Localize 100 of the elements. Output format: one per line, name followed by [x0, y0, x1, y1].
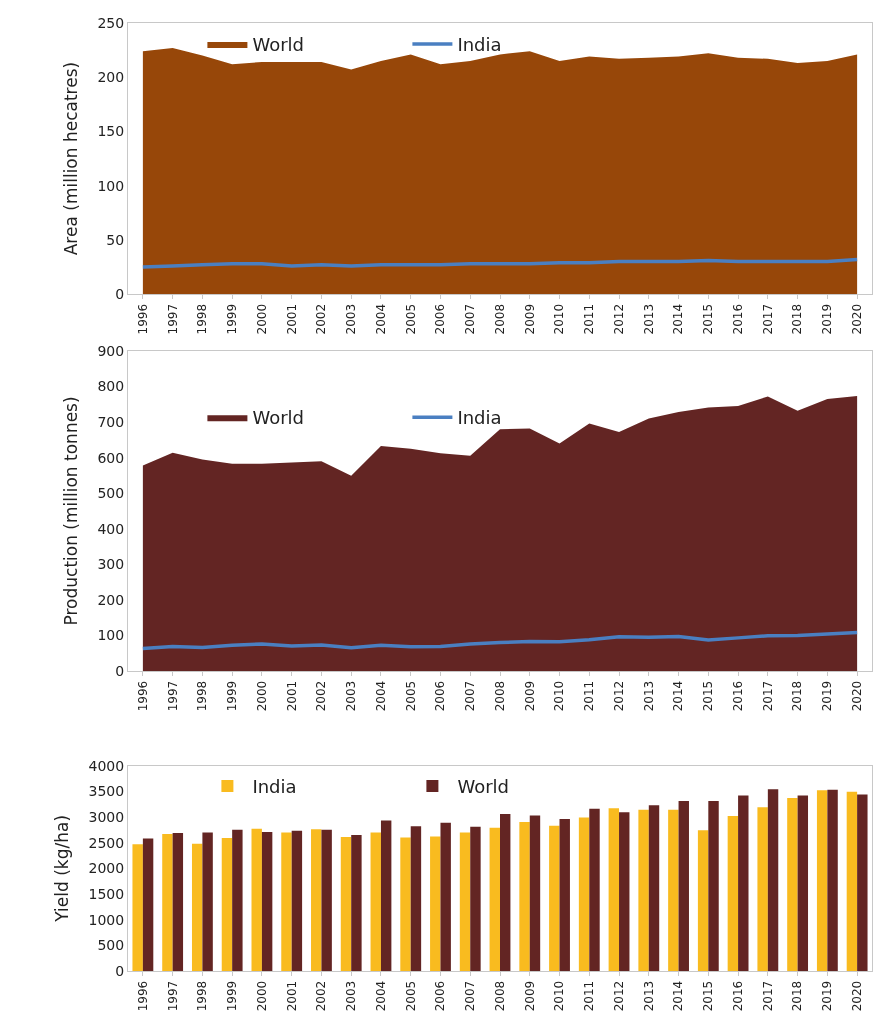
bar — [619, 812, 630, 971]
x-tick-label: 2006 — [433, 980, 448, 1012]
y-tick-label: 500 — [97, 937, 125, 954]
legend-label: India — [252, 775, 297, 797]
x-tick-label: 1999 — [225, 680, 240, 712]
bar — [162, 833, 173, 971]
bar — [410, 826, 422, 971]
x-tick-label: 2006 — [433, 303, 448, 335]
bar — [251, 828, 262, 971]
bar — [321, 829, 332, 971]
x-tick-label: 2005 — [403, 303, 418, 335]
y-tick-label: 500 — [97, 485, 125, 502]
y-axis-title: Area (million hecatres) — [61, 61, 82, 256]
x-tick-label: 1997 — [165, 303, 180, 335]
y-tick-label: 2000 — [88, 860, 125, 877]
x-tick-label: 2008 — [492, 680, 507, 712]
bar — [767, 789, 779, 971]
y-tick-label: 400 — [97, 520, 125, 537]
x-tick-label: 2015 — [701, 980, 716, 1012]
y-tick-label: 250 — [97, 14, 125, 31]
bar — [261, 831, 273, 971]
y-tick-label: 0 — [115, 286, 125, 303]
x-tick-label: 2000 — [254, 303, 269, 335]
bar — [132, 844, 143, 971]
y-axis-title: Production (million tonnes) — [61, 396, 82, 626]
bar — [816, 790, 828, 971]
bar — [281, 832, 292, 971]
x-tick-label: 1999 — [225, 980, 240, 1012]
bar — [489, 827, 500, 971]
bar — [797, 795, 809, 971]
x-tick-label: 2007 — [463, 303, 478, 335]
x-tick-label: 2008 — [492, 303, 507, 335]
x-tick-label: 2018 — [790, 303, 805, 335]
bar — [470, 826, 481, 971]
x-tick-label: 2006 — [433, 680, 448, 712]
x-tick-label: 2010 — [552, 303, 567, 335]
y-axis-title: Yield (kg/ha) — [52, 814, 73, 923]
bar — [648, 805, 660, 971]
x-tick-label: 2004 — [373, 680, 388, 712]
bar — [757, 807, 768, 971]
bar — [827, 789, 838, 971]
x-tick-label: 2016 — [730, 680, 745, 712]
line-series — [141, 257, 859, 269]
legend-label: India — [457, 407, 502, 429]
bar — [857, 794, 868, 971]
bar — [559, 819, 570, 971]
bar — [400, 837, 411, 971]
x-tick-label: 2010 — [552, 980, 567, 1012]
y-tick-label: 3500 — [88, 783, 125, 800]
y-tick-label: 2500 — [88, 834, 125, 851]
x-tick-label: 2017 — [760, 980, 775, 1012]
x-tick-label: 1998 — [195, 680, 210, 712]
x-tick-label: 2004 — [373, 303, 388, 335]
x-tick-label: 1996 — [135, 680, 150, 712]
bar — [668, 809, 679, 971]
bar — [738, 795, 749, 971]
y-tick-label: 0 — [115, 662, 125, 679]
x-tick-label: 2003 — [344, 303, 359, 335]
x-tick-label: 2009 — [522, 303, 537, 335]
x-tick-label: 2007 — [463, 980, 478, 1012]
x-tick-label: 2001 — [284, 680, 299, 712]
y-tick-label: 50 — [106, 231, 125, 248]
x-tick-label: 2019 — [820, 303, 835, 335]
x-tick-label: 2005 — [403, 680, 418, 712]
legend-label: World — [252, 407, 304, 429]
bar — [142, 838, 154, 971]
x-tick-label: 2016 — [730, 303, 745, 335]
x-tick-label: 2004 — [373, 980, 388, 1012]
bar — [578, 817, 590, 971]
bar — [459, 832, 471, 971]
bar — [549, 825, 560, 971]
x-tick-label: 2000 — [254, 980, 269, 1012]
x-tick-label: 2000 — [254, 680, 269, 712]
bar — [430, 836, 441, 971]
y-tick-label: 1000 — [88, 911, 125, 928]
y-tick-label: 3000 — [88, 808, 125, 825]
bar — [529, 815, 541, 971]
x-tick-label: 2001 — [284, 303, 299, 335]
y-tick-label: 900 — [97, 342, 125, 359]
legend-label: India — [457, 33, 502, 55]
x-tick-label: 1998 — [195, 303, 210, 335]
x-tick-label: 2014 — [671, 680, 686, 712]
x-tick-label: 2013 — [641, 303, 656, 335]
legend-label: World — [252, 33, 304, 55]
bar — [638, 809, 649, 971]
bar — [678, 801, 689, 971]
bar — [787, 797, 798, 971]
x-tick-label: 2016 — [730, 980, 745, 1012]
bar — [846, 791, 858, 971]
y-tick-label: 1500 — [88, 885, 125, 902]
x-tick-label: 2003 — [344, 680, 359, 712]
y-tick-label: 100 — [97, 177, 125, 194]
bar — [291, 830, 303, 971]
y-tick-label: 150 — [97, 123, 125, 140]
y-tick-label: 600 — [97, 449, 125, 466]
line-series — [141, 630, 859, 651]
x-tick-label: 2012 — [611, 680, 626, 712]
x-tick-label: 2001 — [284, 980, 299, 1012]
bar — [221, 838, 233, 971]
x-tick-label: 2020 — [850, 680, 865, 712]
